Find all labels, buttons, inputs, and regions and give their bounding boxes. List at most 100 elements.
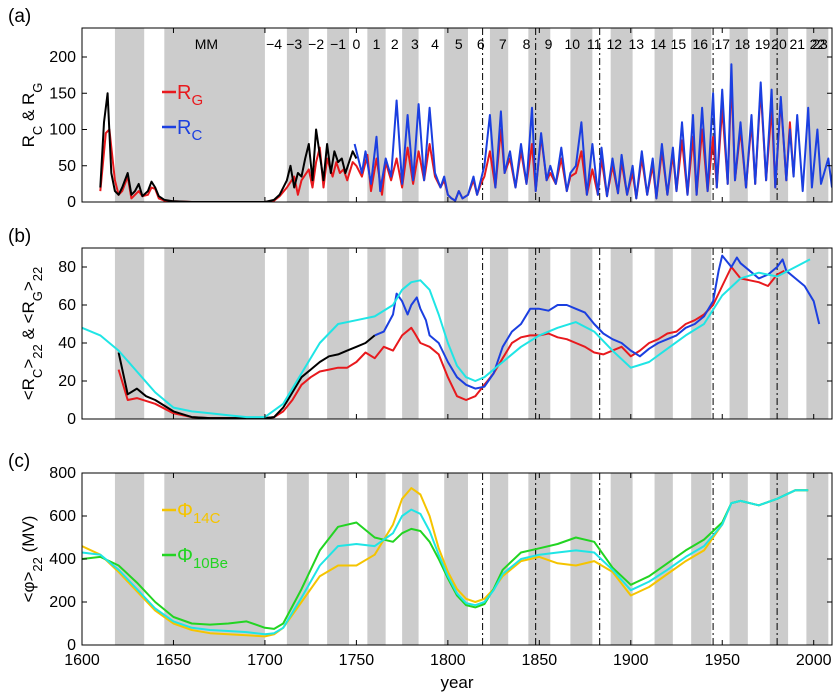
shaded-interval	[367, 28, 386, 202]
y-axis-label: <RC>22 & <RG>22	[19, 267, 45, 401]
cycle-number: 2	[391, 36, 399, 52]
series-line	[82, 489, 809, 630]
shaded-interval	[806, 473, 829, 645]
series-line	[374, 254, 821, 390]
y-axis-label-part: 22	[30, 267, 45, 281]
x-tick-label: 1900	[613, 652, 649, 669]
cycle-number: −2	[308, 36, 324, 52]
cycle-number: 3	[411, 36, 419, 52]
y-tick-label: 0	[67, 637, 76, 654]
shaded-interval	[164, 28, 265, 202]
shaded-interval	[164, 248, 265, 419]
shaded-interval	[729, 473, 748, 645]
shaded-interval	[327, 473, 350, 645]
shaded-interval	[610, 473, 633, 645]
y-axis-label-part: C	[30, 126, 45, 135]
panel-2: 1600 1650 1700 1750 1800 1850 1900 1950 2000 0 200…	[8, 451, 833, 669]
x-axis-label: year	[440, 673, 473, 692]
legend-symbol: R	[177, 117, 191, 139]
shaded-interval	[444, 28, 468, 202]
x-tick-label: 2000	[796, 652, 832, 669]
y-axis-label-part: G	[30, 83, 45, 93]
shaded-interval	[327, 248, 350, 419]
shaded-interval	[570, 248, 593, 419]
cycle-number: 4	[431, 36, 439, 52]
cycle-number: 12	[607, 36, 623, 52]
plot-area	[82, 473, 829, 645]
y-axis-label-part: G	[30, 291, 45, 301]
shaded-interval	[286, 473, 309, 645]
legend-subscript: C	[191, 127, 202, 144]
y-axis-label-part: >	[19, 359, 38, 369]
cycle-number: 13	[628, 36, 644, 52]
y-axis-label-part: 22	[30, 557, 45, 571]
shaded-interval	[570, 473, 593, 645]
shaded-interval	[528, 248, 551, 419]
y-tick-label: 50	[58, 158, 76, 175]
legend-symbol: R	[177, 82, 191, 104]
cycle-number: 1	[373, 36, 381, 52]
cycle-number: 15	[671, 36, 687, 52]
panel-label: (b)	[8, 226, 31, 247]
y-axis-label: RC & RG	[19, 83, 45, 148]
shaded-interval	[164, 473, 265, 645]
shaded-interval	[402, 248, 419, 419]
y-tick-label: 200	[49, 594, 76, 611]
cycle-number: 7	[499, 36, 507, 52]
cycle-number: 9	[545, 36, 553, 52]
cycle-number: MM	[195, 36, 218, 52]
x-tick-label: 1700	[247, 652, 283, 669]
x-tick-label: 1950	[704, 652, 740, 669]
x-tick-label: 1650	[156, 652, 192, 669]
y-tick-label: 20	[58, 373, 76, 390]
shaded-interval	[769, 473, 789, 645]
shaded-interval	[114, 28, 145, 202]
cycle-number: 0	[352, 36, 360, 52]
shaded-interval	[444, 248, 468, 419]
y-axis-label-part: 22	[30, 344, 45, 358]
legend-entry: Φ14C	[177, 500, 221, 527]
y-axis-label-part: <φ>	[19, 572, 38, 603]
y-tick-label: 0	[67, 411, 76, 428]
y-axis-label-part: & R	[19, 93, 38, 126]
cycle-number: 23	[812, 36, 828, 52]
legend-entry: RC	[177, 117, 202, 144]
series-line	[99, 92, 358, 202]
cycle-number: 19	[755, 36, 771, 52]
shaded-interval	[806, 248, 829, 419]
cycle-number: −1	[330, 36, 346, 52]
cycle-number: 20	[771, 36, 787, 52]
y-axis-label: <φ>22 (MV)	[19, 516, 45, 603]
axes-frame	[81, 247, 833, 420]
x-tick-label: 1600	[64, 652, 100, 669]
y-tick-label: 200	[49, 49, 76, 66]
series-line	[353, 63, 832, 202]
legend-subscript: G	[191, 92, 203, 109]
y-tick-label: 600	[49, 508, 76, 525]
shaded-interval	[654, 473, 673, 645]
plot-area	[99, 28, 832, 202]
y-tick-label: 0	[67, 194, 76, 211]
y-axis-label-part: R	[19, 135, 38, 147]
y-tick-label: 60	[58, 297, 76, 314]
y-tick-label: 100	[49, 122, 76, 139]
shaded-interval	[654, 28, 673, 202]
cycle-number: −4	[266, 36, 282, 52]
legend-subscript: 14C	[193, 510, 221, 527]
legend-entry: Φ10Be	[177, 545, 228, 572]
y-tick-label: 400	[49, 551, 76, 568]
legend-subscript: 10Be	[193, 555, 228, 572]
shaded-interval	[654, 248, 673, 419]
shaded-interval	[528, 473, 551, 645]
shaded-interval	[367, 473, 386, 645]
y-axis-label-part: (MV)	[19, 516, 38, 558]
cycle-number: 22	[810, 36, 826, 52]
shaded-interval	[367, 248, 386, 419]
panel-label: (a)	[8, 6, 31, 27]
cycle-number: −3	[286, 36, 302, 52]
y-tick-label: 40	[58, 335, 76, 352]
shaded-interval	[691, 248, 712, 419]
